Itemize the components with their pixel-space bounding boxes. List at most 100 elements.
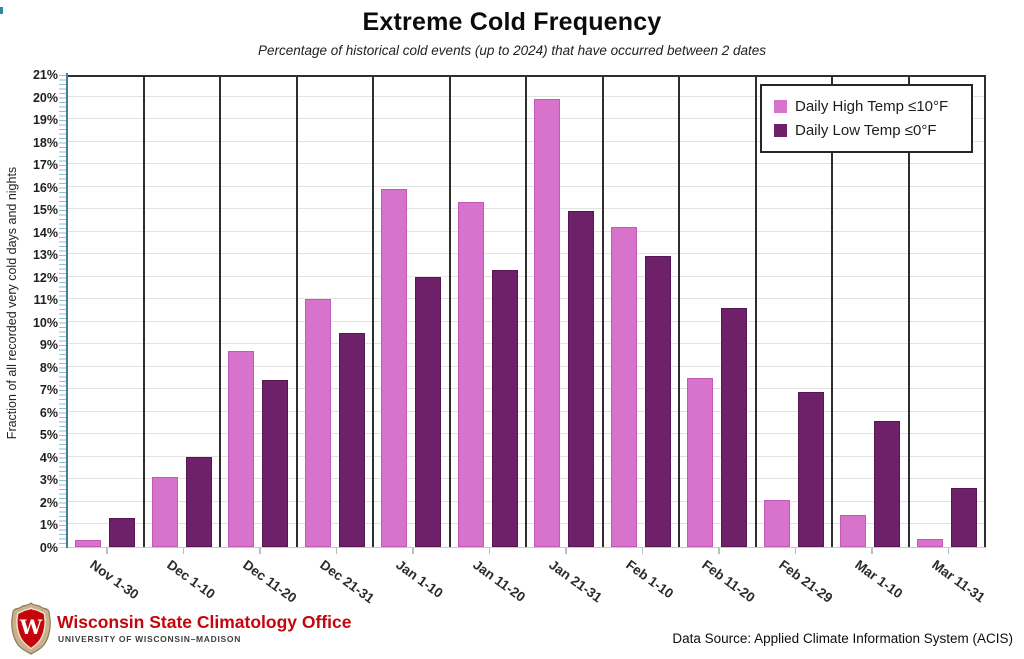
gridline [68, 163, 986, 165]
y-tick-label: 3% [39, 473, 58, 488]
legend-item-high-temp: Daily High Temp ≤10°F [774, 94, 961, 118]
y-tick-label: 0% [39, 541, 58, 555]
bar-low-temp-mar-1-10 [874, 420, 900, 547]
bar-low-temp-feb-11-20 [721, 308, 747, 547]
gridline [68, 433, 986, 435]
gridline [68, 140, 986, 142]
group-separator [907, 77, 910, 547]
bar-high-temp-dec-11-20 [228, 351, 254, 547]
bar-high-temp-nov-1-30 [75, 540, 101, 547]
gridline [68, 410, 986, 412]
y-tick-label: 17% [32, 158, 58, 173]
bar-low-temp-feb-21-29 [797, 391, 824, 547]
gridline [68, 298, 986, 300]
x-tick-label: Jan 11-20 [469, 557, 528, 605]
x-tick-label: Dec 11-20 [240, 557, 300, 606]
uw-crest-logo: W [11, 602, 51, 655]
y-tick-label: 12% [32, 270, 58, 285]
plot-right-border [984, 77, 986, 547]
gridline [68, 523, 986, 525]
footer-org-subtitle: UNIVERSITY OF WISCONSIN–MADISON [58, 634, 242, 644]
x-tick [947, 548, 950, 554]
x-tick-label: Feb 11-20 [699, 557, 759, 606]
x-tick [565, 548, 567, 554]
bar-high-temp-mar-11-31 [916, 539, 943, 547]
y-tick-label: 16% [32, 180, 58, 195]
x-tick [335, 548, 338, 554]
group-separator [525, 77, 527, 547]
x-tick [259, 548, 261, 554]
bar-low-temp-feb-1-10 [644, 256, 671, 547]
bar-high-temp-jan-11-20 [457, 202, 484, 547]
x-tick [871, 548, 873, 554]
y-tick-label: 13% [32, 248, 58, 263]
x-tick-label: Feb 1-10 [622, 557, 677, 602]
uw-crest-letter: W [19, 615, 43, 639]
x-tick-label: Dec 21-31 [316, 557, 377, 607]
bar-high-temp-feb-1-10 [610, 227, 637, 547]
edge-artifact [0, 7, 3, 14]
y-tick-label: 9% [39, 338, 58, 353]
x-tick [718, 548, 720, 554]
bar-low-temp-jan-11-20 [491, 269, 518, 547]
bar-low-temp-dec-11-20 [262, 380, 288, 547]
x-tick [641, 548, 644, 554]
plot-area [68, 75, 986, 548]
gridline [68, 320, 986, 322]
y-tick-label: 2% [39, 495, 58, 510]
y-axis-line [66, 73, 68, 548]
group-separator [295, 77, 298, 547]
bar-low-temp-dec-1-10 [185, 456, 212, 547]
x-tick-label: Nov 1-30 [87, 557, 142, 603]
chart-subtitle: Percentage of historical cold events (up… [257, 43, 767, 58]
x-tick-label: Dec 1-10 [163, 557, 218, 602]
y-tick-label: 8% [39, 360, 58, 375]
y-tick-label: 20% [32, 90, 58, 105]
gridline [68, 388, 986, 390]
gridline [68, 455, 986, 457]
gridline [68, 500, 986, 502]
group-separator [678, 77, 680, 547]
legend-label-high-temp: Daily High Temp ≤10°F [795, 97, 949, 115]
x-tick-label: Jan 1-10 [393, 557, 446, 601]
bar-high-temp-dec-1-10 [151, 477, 178, 547]
bar-high-temp-dec-21-31 [304, 299, 331, 547]
legend-swatch-high-temp-icon [774, 99, 787, 113]
gridline [68, 208, 986, 210]
gridline [68, 275, 986, 277]
data-source-note: Data Source: Applied Climate Information… [672, 631, 1013, 646]
x-tick [794, 548, 797, 554]
y-tick-label: 19% [32, 113, 58, 128]
bar-high-temp-feb-11-20 [687, 378, 713, 547]
legend-label-low-temp: Daily Low Temp ≤0°F [795, 121, 937, 139]
y-tick-label: 21% [32, 68, 58, 82]
bar-low-temp-mar-11-31 [950, 488, 977, 547]
gridline [68, 95, 986, 97]
group-separator [448, 77, 451, 547]
group-separator [219, 77, 221, 547]
y-tick-label: 15% [32, 203, 58, 218]
legend: Daily High Temp ≤10°F Daily Low Temp ≤0°… [760, 84, 973, 153]
legend-item-low-temp: Daily Low Temp ≤0°F [774, 118, 961, 142]
bar-low-temp-jan-21-31 [568, 211, 594, 547]
group-separator [754, 77, 757, 547]
x-tick-label: Jan 21-31 [546, 557, 606, 606]
y-tick-label: 14% [32, 225, 58, 240]
x-tick-label: Mar 1-10 [852, 557, 906, 602]
y-tick-label: 11% [33, 293, 58, 308]
gridline [68, 343, 986, 345]
footer-org-name: Wisconsin State Climatology Office [57, 612, 352, 632]
bar-high-temp-mar-1-10 [840, 515, 866, 547]
gridline [68, 185, 986, 187]
gridline [68, 365, 986, 367]
chart-title: Extreme Cold Frequency [362, 8, 662, 36]
x-tick [488, 548, 491, 554]
x-tick-label: Mar 11-31 [928, 557, 988, 606]
y-tick-label: 18% [32, 135, 58, 150]
y-axis-minor-ticks [59, 75, 66, 548]
x-tick-label: Feb 21-29 [775, 557, 836, 606]
y-tick-label: 1% [39, 518, 58, 533]
bar-high-temp-jan-21-31 [534, 98, 560, 547]
legend-swatch-low-temp-icon [774, 123, 787, 137]
